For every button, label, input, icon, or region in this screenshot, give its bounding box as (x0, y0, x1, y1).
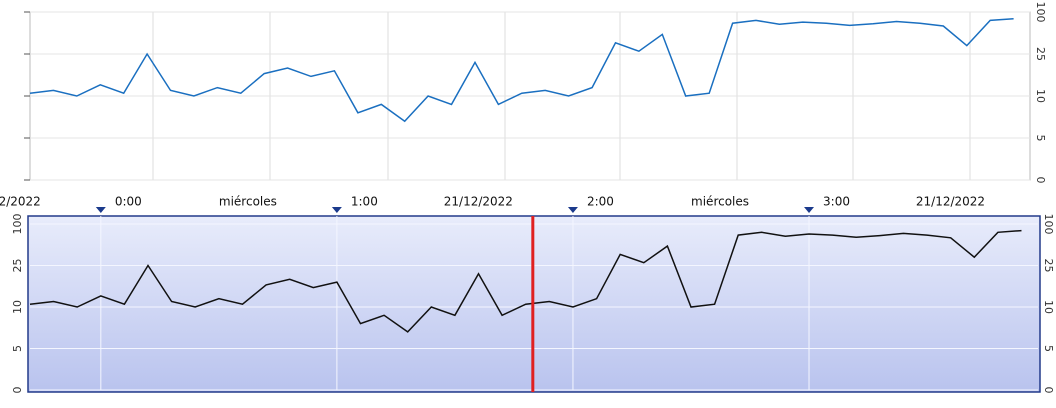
y-tick-label: 5 (11, 345, 24, 352)
day-label: 21/12/2022 (444, 195, 513, 209)
y-tick-label: 100 (1042, 214, 1055, 235)
tick-marker (567, 207, 578, 213)
y-tick-label: 0 (1034, 177, 1047, 184)
tick-marker (804, 207, 815, 213)
y-tick-label: 0 (1042, 387, 1055, 394)
tick-marker (331, 207, 342, 213)
y-tick-label: 5 (1042, 345, 1055, 352)
y-tick-label: 25 (1042, 259, 1055, 273)
y-tick-label: 25 (11, 259, 24, 273)
day-label: 21/12/2022 (916, 195, 985, 209)
x-tick-label: 3:00 (823, 195, 850, 209)
y-tick-label: 10 (1034, 89, 1047, 103)
series-line (29, 229, 1022, 333)
y-tick-label: 100 (1034, 2, 1047, 23)
day-label: miércoles (691, 195, 749, 209)
y-tick-label: 10 (1042, 300, 1055, 314)
x-tick-label: 0:00 (115, 195, 142, 209)
y-tick-label: 5 (1034, 135, 1047, 142)
x-tick-label: 2:00 (587, 195, 614, 209)
series-line (29, 17, 1014, 123)
y-tick-label: 10 (11, 300, 24, 314)
y-tick-label: 0 (11, 387, 24, 394)
day-label: 21/12/2022 (0, 195, 41, 209)
x-tick-label: 1:00 (351, 195, 378, 209)
y-tick-label: 100 (11, 214, 24, 235)
y-tick-label: 25 (1034, 47, 1047, 61)
tick-marker (95, 207, 106, 213)
day-label: miércoles (219, 195, 277, 209)
